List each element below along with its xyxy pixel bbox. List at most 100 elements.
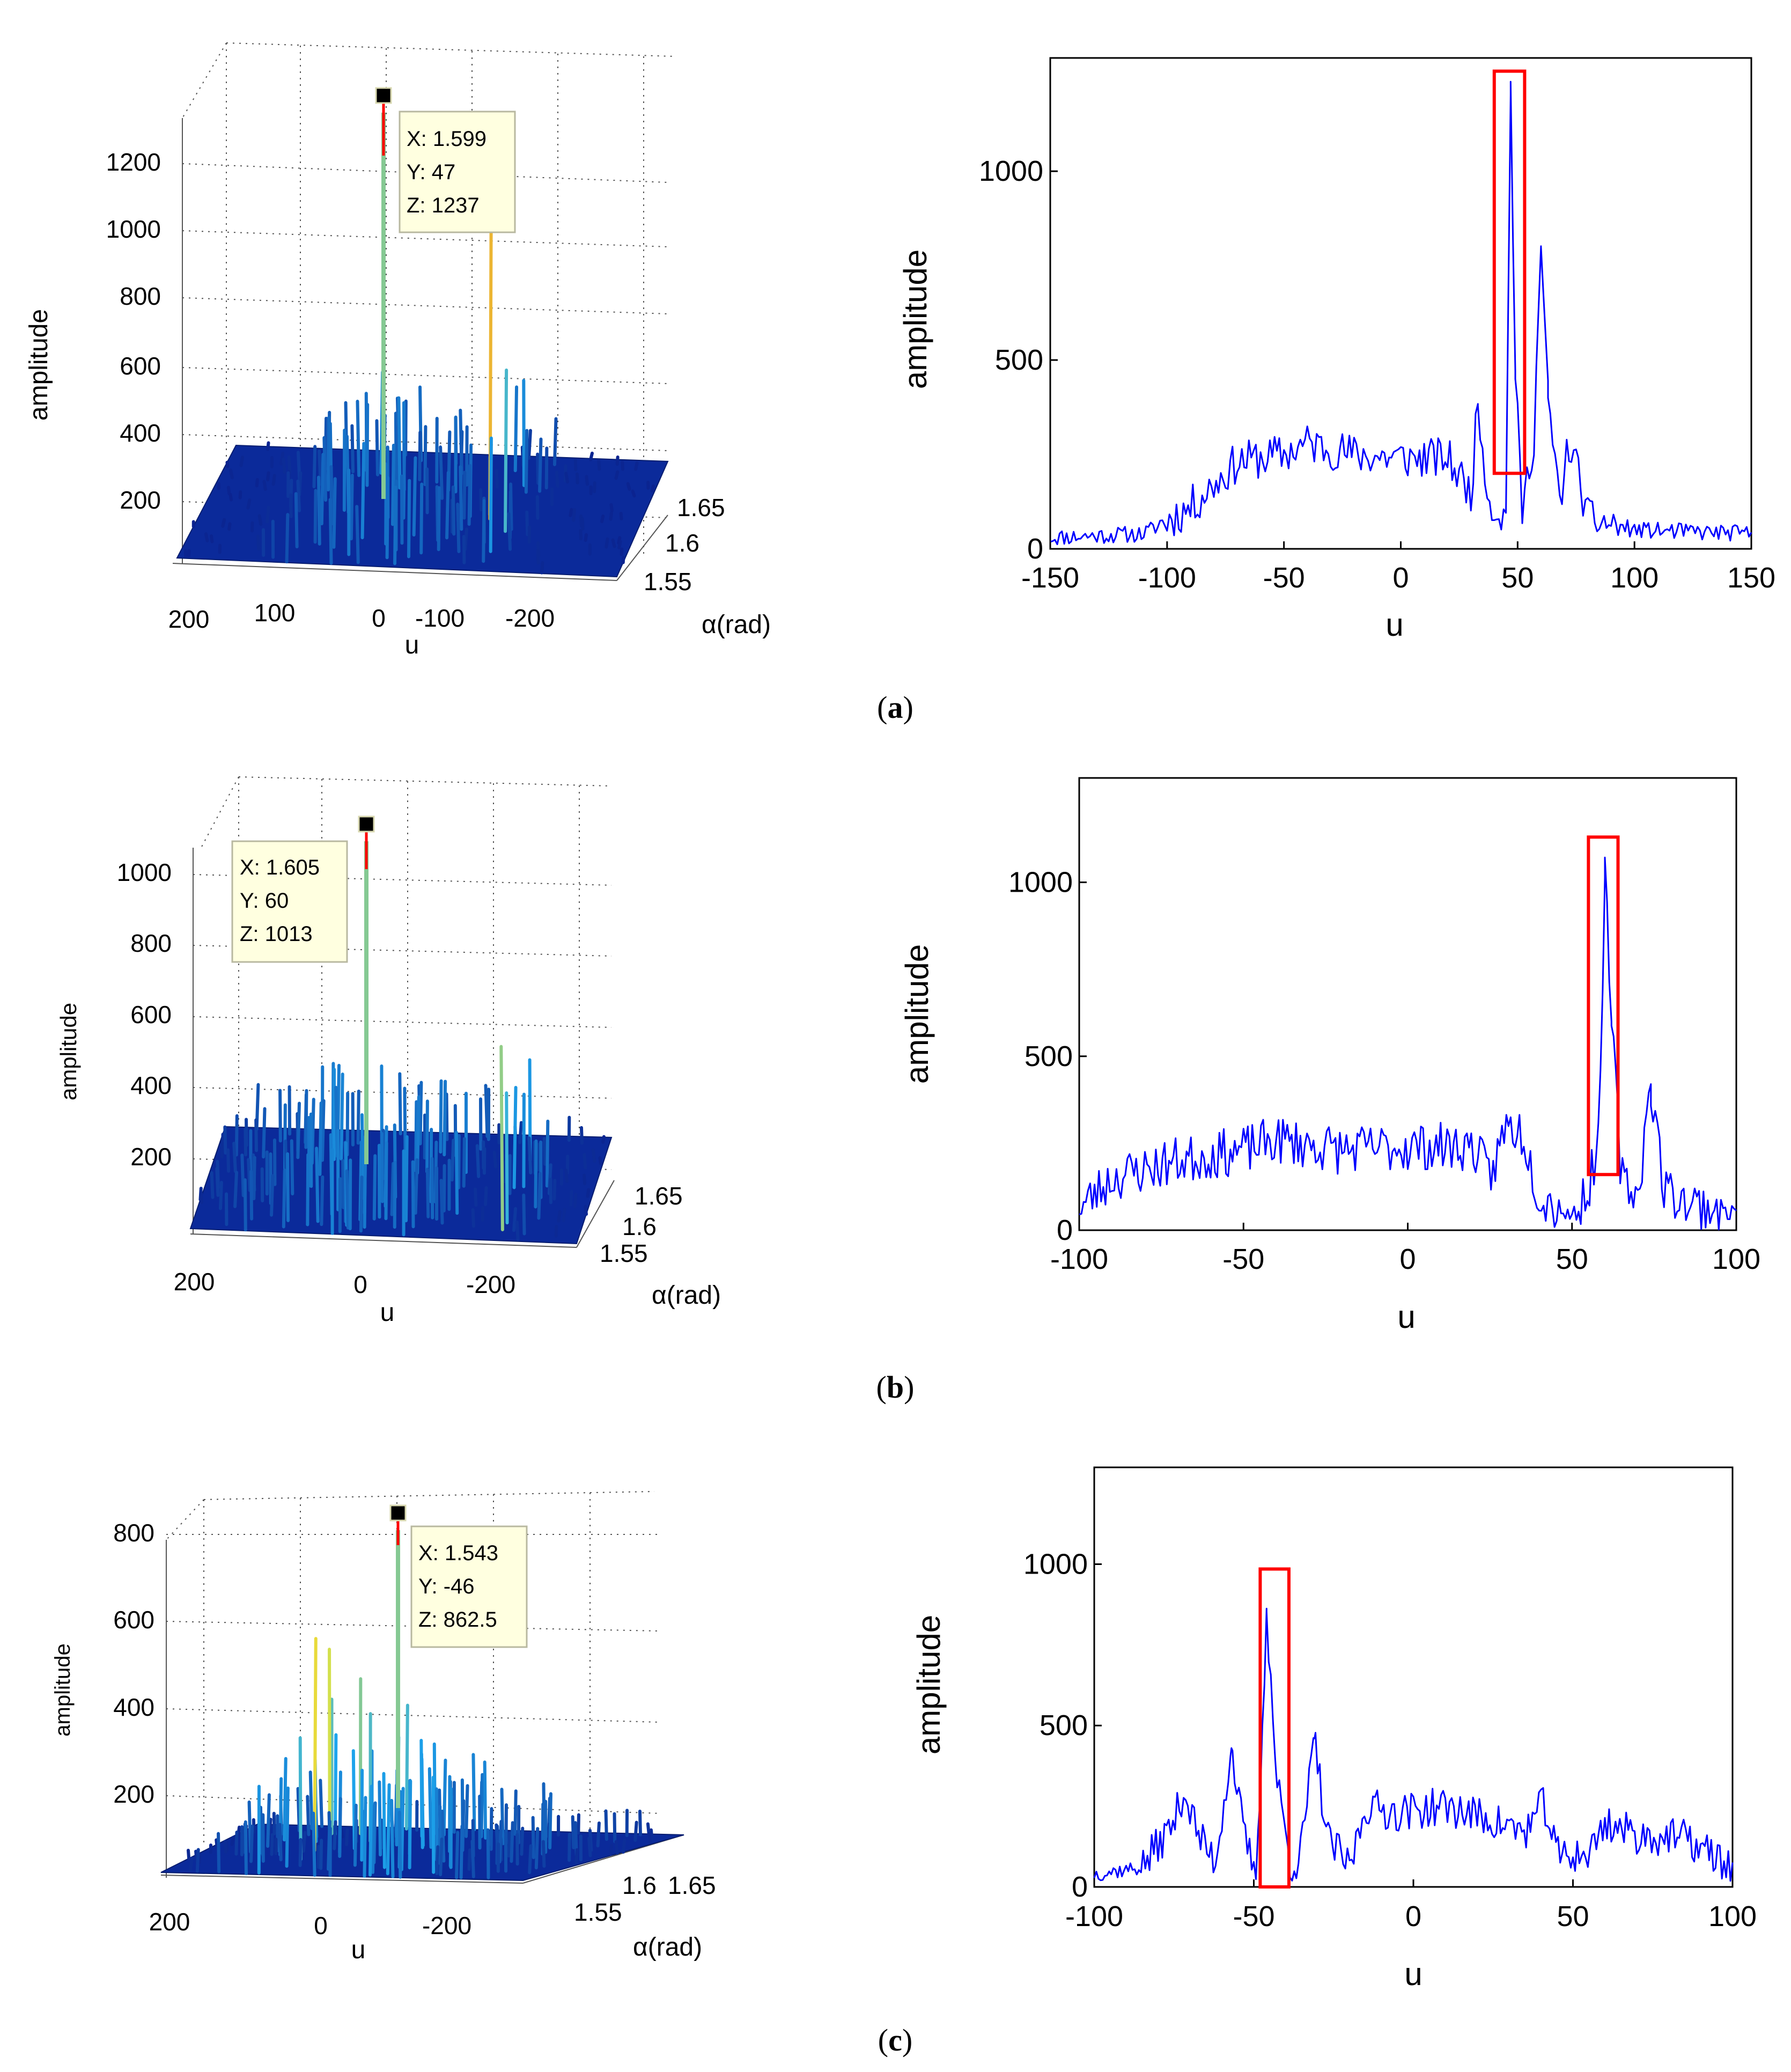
z-tick: 200 [130, 1143, 172, 1171]
surface-spike [397, 396, 402, 490]
z-axis-label: amplitude [56, 1003, 81, 1100]
surface-spike [428, 1767, 433, 1849]
surface-spike [320, 1099, 326, 1162]
surface-spike [489, 1807, 493, 1851]
surface-spike [210, 1171, 215, 1199]
surface-spike [301, 1831, 307, 1853]
surface-spike [377, 1143, 381, 1219]
ztick-group: 1000 800 600 400 200 [117, 858, 172, 1171]
x-tick-label: 50 [1556, 1243, 1588, 1275]
surface-spike [470, 1839, 475, 1878]
surface-spike [333, 1733, 338, 1836]
surface-spike [282, 457, 286, 474]
data-tip-box [410, 1525, 528, 1648]
surface-spike [474, 1187, 478, 1207]
surface-spike [445, 471, 450, 540]
surface-spike [403, 1086, 407, 1156]
surface-spike [567, 1833, 571, 1862]
y-tick-label: 0 [1072, 1871, 1088, 1903]
surface-spike [239, 455, 245, 467]
alpha-tick-group: 1.65 1.6 1.55 [644, 494, 725, 596]
surface-spike [412, 456, 417, 537]
alpha-tick: 1.65 [668, 1871, 716, 1899]
surface-spike [586, 1188, 591, 1198]
surface-spike [320, 1175, 325, 1226]
surface-spike [189, 1856, 194, 1872]
data-tip-box [231, 840, 348, 963]
data-tip-z: Z: 1013 [240, 922, 313, 946]
surface-spike [515, 1220, 520, 1241]
frame-line [576, 1180, 615, 1248]
surface-spike [482, 499, 486, 563]
surface-spike [524, 429, 529, 494]
x-tick-label: 50 [1557, 1900, 1589, 1933]
data-tip: X: 1.543 Y: -46 Z: 862.5 [410, 1525, 528, 1648]
surface-spike [540, 561, 544, 575]
x-tick-group: -100 -50 0 50 100 [1050, 1223, 1760, 1275]
ztick-group: 800 600 400 200 [113, 1519, 154, 1808]
surface-spike [262, 1107, 267, 1159]
surface-spike [611, 538, 616, 548]
surface-spike [345, 1169, 350, 1230]
x-tick-group: -100 -50 0 50 100 [1065, 1879, 1757, 1933]
surface-spike [614, 1840, 619, 1855]
surface-spike [372, 1154, 377, 1221]
surface-spike [257, 514, 263, 526]
surface-spike [459, 465, 463, 531]
surface-spike [244, 1128, 248, 1157]
grid-line [201, 776, 239, 848]
peak-marker [375, 87, 392, 104]
surface-spike [234, 1831, 239, 1856]
surface-spike [312, 1811, 316, 1877]
surface-spike [393, 486, 397, 565]
surface-spike [536, 549, 540, 565]
x-tick-label: -50 [1222, 1243, 1264, 1275]
surface-spike [507, 1831, 512, 1858]
u-tick: -200 [466, 1270, 515, 1298]
surface-spike [465, 1784, 469, 1838]
data-tip-x: X: 1.599 [407, 127, 487, 151]
surface-spike [467, 1848, 471, 1871]
surface-spike [266, 505, 270, 524]
grid-line [193, 1087, 612, 1099]
frame-line [160, 1875, 524, 1884]
surface-spike [287, 455, 292, 474]
surface-spike [600, 515, 605, 524]
surface-spike [279, 451, 285, 466]
surface-spike [322, 436, 328, 502]
surface-spike [306, 1153, 310, 1226]
surface-spike [572, 508, 576, 522]
surface-spike [384, 1141, 388, 1221]
surface-spike [536, 452, 540, 485]
surface-spike [298, 1838, 303, 1868]
surface-spike [333, 1820, 337, 1850]
surface-spike [378, 1780, 382, 1857]
surface-spike [552, 1179, 557, 1201]
surface-spike [601, 1135, 606, 1144]
y-tick-group: 0 500 1000 [979, 155, 1058, 565]
surface-spike [443, 1079, 447, 1157]
x-tick-group: -150 -100 -50 0 50 100 150 [1021, 541, 1775, 594]
y-tick-label: 1000 [1023, 1548, 1088, 1580]
surface-spike [564, 1169, 569, 1183]
caption-b: (b) [876, 1370, 915, 1405]
surface-spike [510, 1821, 514, 1863]
highlight-box [1258, 1567, 1291, 1889]
surface-spike [260, 1167, 264, 1203]
x-tick-label: 100 [1708, 1900, 1757, 1933]
surface-mesh [176, 113, 669, 578]
surface-spike [591, 1148, 596, 1163]
z-tick: 400 [130, 1071, 172, 1099]
surface-plot-b: 1000 800 600 400 200 amplitude 200 0 -20… [56, 776, 721, 1327]
z-tick: 200 [113, 1780, 154, 1808]
surface-spike [557, 1210, 562, 1223]
surface-spike [371, 1804, 375, 1874]
surface-plot-a: 1200 1000 800 600 400 200 amplitude 200 … [25, 42, 771, 659]
surface-spike [390, 1162, 395, 1216]
u-tick-group: 200 0 -200 [149, 1908, 471, 1939]
data-tip-y: Y: 47 [407, 160, 455, 184]
grid-line [166, 1795, 660, 1814]
surface-spike [285, 513, 290, 564]
frame-line [616, 515, 668, 581]
profile-line-group [1093, 1607, 1734, 1882]
